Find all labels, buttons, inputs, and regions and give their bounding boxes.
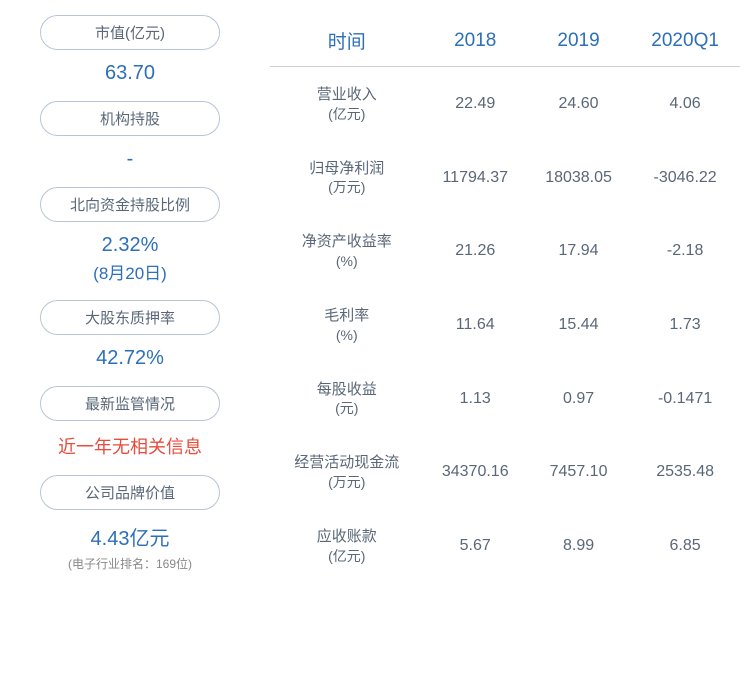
value-cell: 2535.48: [630, 435, 740, 509]
value-cell: 17.94: [527, 214, 630, 288]
col-header-2020q1: 2020Q1: [630, 15, 740, 67]
metric-cell: 每股收益 (元): [270, 362, 424, 436]
value-cell: -2.18: [630, 214, 740, 288]
stat-value: 近一年无相关信息: [58, 433, 202, 459]
stat-card-regulatory: 最新监管情况 近一年无相关信息: [10, 386, 250, 467]
value-cell: 0.97: [527, 362, 630, 436]
stat-label: 公司品牌价值: [40, 475, 220, 510]
stat-value: 4.43亿元: [91, 522, 170, 551]
table-row: 净资产收益率 (%) 21.26 17.94 -2.18: [270, 214, 740, 288]
metric-cell: 经营活动现金流 (万元): [270, 435, 424, 509]
value-cell: 1.73: [630, 288, 740, 362]
metric-name: 营业收入: [276, 85, 418, 105]
stat-label: 北向资金持股比例: [40, 187, 220, 222]
stat-sub: (电子行业排名：169位): [68, 555, 192, 572]
metric-name: 净资产收益率: [276, 232, 418, 252]
value-cell: 34370.16: [424, 435, 527, 509]
value-cell: 4.06: [630, 67, 740, 141]
stat-label: 大股东质押率: [40, 300, 220, 335]
value-cell: -3046.22: [630, 141, 740, 215]
stat-value: 2.32%: [102, 234, 159, 257]
value-cell: 15.44: [527, 288, 630, 362]
stat-value: 42.72%: [96, 347, 164, 370]
metric-unit: (亿元): [276, 547, 418, 565]
metric-name: 每股收益: [276, 380, 418, 400]
value-cell: 11794.37: [424, 141, 527, 215]
table-row: 营业收入 (亿元) 22.49 24.60 4.06: [270, 67, 740, 141]
table-header-row: 时间 2018 2019 2020Q1: [270, 15, 740, 67]
metric-unit: (亿元): [276, 105, 418, 123]
metric-unit: (元): [276, 399, 418, 417]
stat-card-market-cap: 市值(亿元) 63.70: [10, 15, 250, 93]
financial-table: 时间 2018 2019 2020Q1 营业收入 (亿元) 22.49 24.6…: [270, 15, 740, 583]
stat-label: 机构持股: [40, 101, 220, 136]
table-row: 每股收益 (元) 1.13 0.97 -0.1471: [270, 362, 740, 436]
value-cell: 11.64: [424, 288, 527, 362]
value-cell: 18038.05: [527, 141, 630, 215]
stat-card-institutional: 机构持股 -: [10, 101, 250, 179]
metric-cell: 净资产收益率 (%): [270, 214, 424, 288]
value-cell: 7457.10: [527, 435, 630, 509]
metric-cell: 毛利率 (%): [270, 288, 424, 362]
metric-name: 经营活动现金流: [276, 453, 418, 473]
col-header-2018: 2018: [424, 15, 527, 67]
stat-value: -: [127, 148, 134, 171]
col-header-2019: 2019: [527, 15, 630, 67]
value-cell: 8.99: [527, 509, 630, 583]
table-body: 营业收入 (亿元) 22.49 24.60 4.06 归母净利润 (万元) 11…: [270, 67, 740, 583]
stat-value: 63.70: [105, 62, 155, 85]
value-cell: 21.26: [424, 214, 527, 288]
stat-card-northbound: 北向资金持股比例 2.32% (8月20日): [10, 187, 250, 292]
table-row: 毛利率 (%) 11.64 15.44 1.73: [270, 288, 740, 362]
metric-unit: (%): [276, 326, 418, 344]
value-cell: -0.1471: [630, 362, 740, 436]
table-row: 应收账款 (亿元) 5.67 8.99 6.85: [270, 509, 740, 583]
value-cell: 24.60: [527, 67, 630, 141]
stat-card-pledge: 大股东质押率 42.72%: [10, 300, 250, 378]
stat-sub: (8月20日): [93, 259, 167, 284]
left-stats-panel: 市值(亿元) 63.70 机构持股 - 北向资金持股比例 2.32% (8月20…: [10, 15, 260, 663]
metric-cell: 归母净利润 (万元): [270, 141, 424, 215]
stat-label: 市值(亿元): [40, 15, 220, 50]
col-header-time: 时间: [270, 15, 424, 67]
value-cell: 1.13: [424, 362, 527, 436]
metric-name: 应收账款: [276, 527, 418, 547]
value-cell: 5.67: [424, 509, 527, 583]
stat-label: 最新监管情况: [40, 386, 220, 421]
stat-card-brand: 公司品牌价值 4.43亿元 (电子行业排名：169位): [10, 475, 250, 576]
metric-cell: 应收账款 (亿元): [270, 509, 424, 583]
table-row: 归母净利润 (万元) 11794.37 18038.05 -3046.22: [270, 141, 740, 215]
metric-unit: (万元): [276, 178, 418, 196]
table-row: 经营活动现金流 (万元) 34370.16 7457.10 2535.48: [270, 435, 740, 509]
metric-unit: (%): [276, 252, 418, 270]
metric-name: 归母净利润: [276, 159, 418, 179]
value-cell: 6.85: [630, 509, 740, 583]
metric-unit: (万元): [276, 473, 418, 491]
right-table-panel: 时间 2018 2019 2020Q1 营业收入 (亿元) 22.49 24.6…: [260, 15, 740, 663]
value-cell: 22.49: [424, 67, 527, 141]
metric-cell: 营业收入 (亿元): [270, 67, 424, 141]
metric-name: 毛利率: [276, 306, 418, 326]
